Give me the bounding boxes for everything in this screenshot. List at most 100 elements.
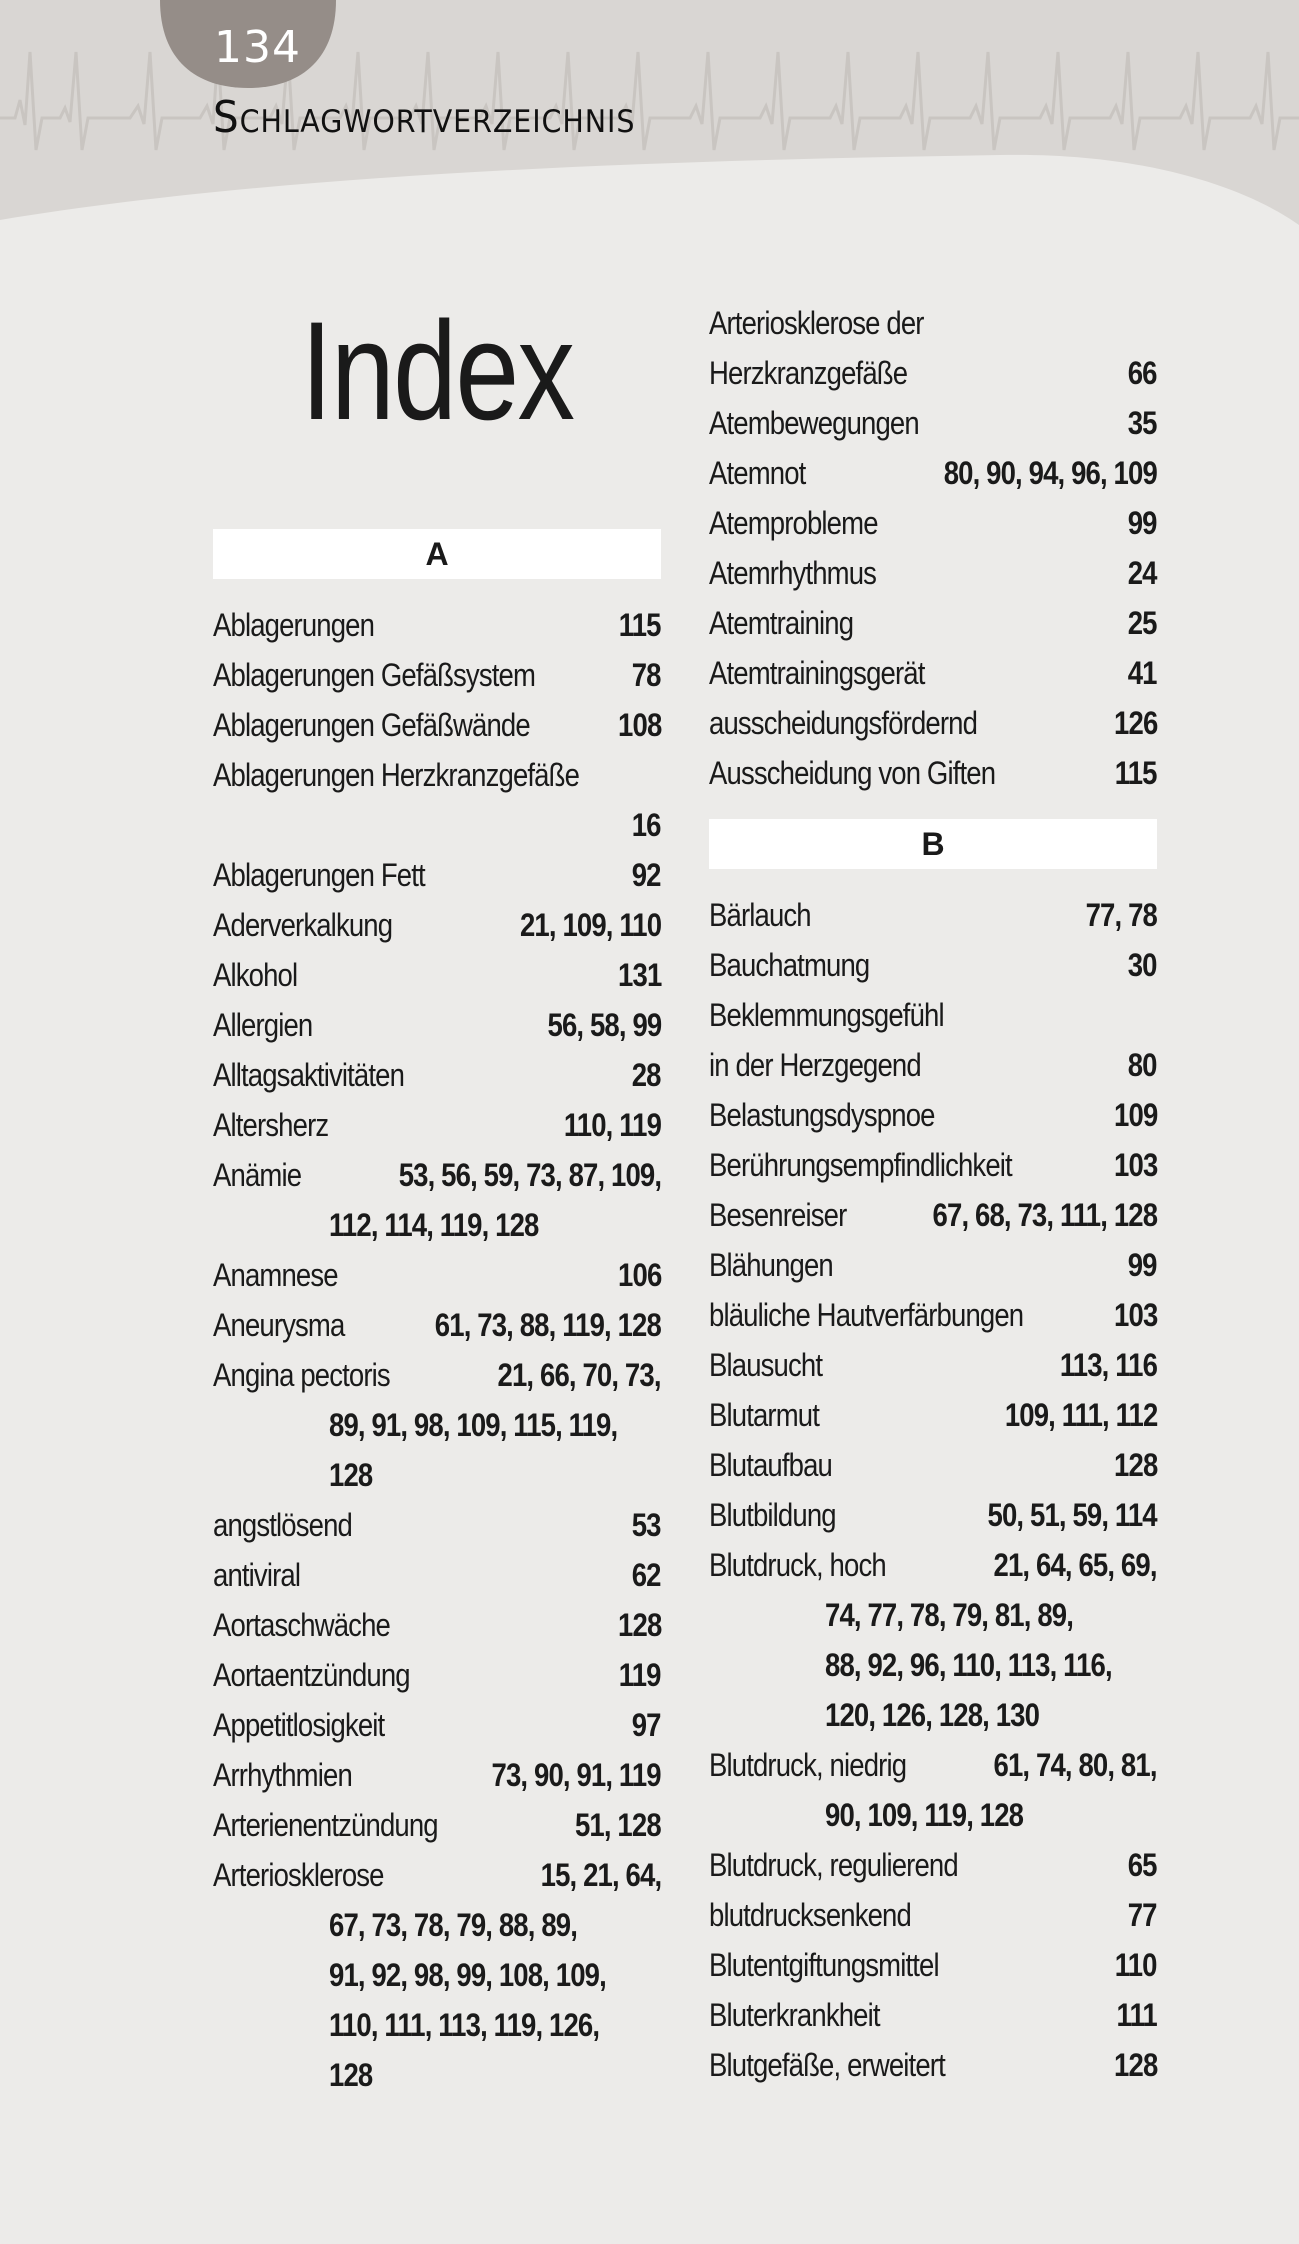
entry-term: Anämie (213, 1157, 302, 1193)
entry-term: Berührungsempfindlichkeit (709, 1147, 1013, 1183)
entry-pages: 112, 114, 119, 128 (329, 1207, 539, 1243)
index-entry: Blutdruck, regulierend 65 (709, 1840, 1158, 1890)
index-entry: Arteriosklerose der (709, 298, 1157, 348)
entry-pages: 41 (1128, 655, 1158, 691)
entry-pages: 97 (632, 1707, 662, 1743)
entry-term: Blutdruck, hoch (709, 1547, 887, 1583)
index-entry: Herzkranzgefäße 66 (709, 348, 1158, 398)
entry-pages: 16 (632, 807, 662, 843)
entry-term: Blähungen (709, 1247, 834, 1283)
entry-term: Arteriosklerose der (709, 305, 924, 341)
entry-term: Aortaentzündung (213, 1657, 411, 1693)
entry-pages: 65 (1128, 1847, 1158, 1883)
entry-pages: 50, 51, 59, 114 (987, 1497, 1158, 1533)
index-entry: blutdrucksenkend 77 (709, 1890, 1158, 1940)
entry-term: Ablagerungen Herzkranzgefäße (213, 757, 580, 793)
entry-term: Arterienentzündung (213, 1807, 439, 1843)
entry-pages: 91, 92, 98, 99, 108, 109, (329, 1957, 607, 1993)
entry-term: Ablagerungen Gefäßsystem (213, 657, 536, 693)
entry-pages: 56, 58, 99 (547, 1007, 662, 1043)
entry-pages: 21, 66, 70, 73, (497, 1357, 662, 1393)
index-entry: 89, 91, 98, 109, 115, 119, (213, 1400, 661, 1450)
index-entry: Blutbildung 50, 51, 59, 114 (709, 1490, 1158, 1540)
index-entry: antiviral 62 (213, 1550, 662, 1600)
index-entry: Angina pectoris 21, 66, 70, 73, (213, 1350, 662, 1400)
entry-pages: 25 (1128, 605, 1158, 641)
entry-pages: 99 (1128, 505, 1158, 541)
entry-pages: 74, 77, 78, 79, 81, 89, (825, 1597, 1074, 1633)
ecg-line-decoration (0, 51, 1299, 151)
entry-term: Alltagsaktivitäten (213, 1057, 405, 1093)
entry-term: antiviral (213, 1557, 301, 1593)
entry-pages: 67, 73, 78, 79, 88, 89, (329, 1907, 578, 1943)
entry-term: Atemtraining (709, 605, 854, 641)
entry-pages: 115 (619, 607, 662, 643)
entry-pages: 111 (1116, 1997, 1158, 2033)
index-entry: Atembewegungen 35 (709, 398, 1158, 448)
index-entry: Atemtrainingsgerät 41 (709, 648, 1158, 698)
index-entry: Bluterkrankheit 111 (709, 1990, 1158, 2040)
index-entry: 16 (213, 800, 662, 850)
entry-pages: 21, 64, 65, 69, (993, 1547, 1158, 1583)
entry-pages: 78 (632, 657, 662, 693)
entry-pages: 92 (632, 857, 662, 893)
section-title: Schlagwortverzeichnis (213, 92, 636, 143)
entry-term: Ablagerungen Fett (213, 857, 426, 893)
entry-pages: 109, 111, 112 (1004, 1397, 1157, 1433)
body-curve (0, 154, 1299, 260)
entry-term: Belastungsdyspnoe (709, 1097, 935, 1133)
index-entry: Alkohol 131 (213, 950, 662, 1000)
entry-pages: 128 (329, 2057, 373, 2093)
entry-term: Blutentgiftungsmittel (709, 1947, 940, 1983)
index-entry: Blutaufbau 128 (709, 1440, 1158, 1490)
entry-term: Ablagerungen Gefäßwände (213, 707, 531, 743)
entry-pages: 24 (1128, 555, 1158, 591)
entry-pages: 115 (1115, 755, 1158, 791)
entry-pages: 113, 116 (1059, 1347, 1158, 1383)
index-entry: Atemnot 80, 90, 94, 96, 109 (709, 448, 1158, 498)
index-entry: Bärlauch 77, 78 (709, 890, 1158, 940)
entry-pages: 108 (617, 707, 662, 743)
index-entry: 88, 92, 96, 110, 113, 116, (709, 1640, 1157, 1690)
entry-term: Bärlauch (709, 897, 812, 933)
index-title: Index (300, 292, 575, 449)
page-number-badge (160, 0, 336, 88)
index-entry: Arterienentzündung 51, 128 (213, 1800, 662, 1850)
index-entry: Arteriosklerose 15, 21, 64, (213, 1850, 662, 1900)
entry-term: Bauchatmung (709, 947, 870, 983)
entry-pages: 119 (619, 1657, 662, 1693)
index-entry: 128 (213, 2050, 661, 2100)
entry-pages: 88, 92, 96, 110, 113, 116, (825, 1647, 1113, 1683)
entry-term: Atemrhythmus (709, 555, 877, 591)
index-entry: Anämie 53, 56, 59, 73, 87, 109, (213, 1150, 662, 1200)
index-entry: Aortaentzündung 119 (213, 1650, 662, 1700)
index-entry: angstlösend 53 (213, 1500, 662, 1550)
entry-pages: 61, 73, 88, 119, 128 (434, 1307, 662, 1343)
index-entry: Atemtraining 25 (709, 598, 1158, 648)
index-column-left: A Ablagerungen 115 Ablagerungen Gefäßsystem… (213, 529, 662, 2100)
entry-pages: 131 (617, 957, 662, 993)
entry-term: Aneurysma (213, 1307, 345, 1343)
index-entry: Altersherz 110, 119 (213, 1100, 662, 1150)
entry-term: Beklemmungsgefühl (709, 997, 945, 1033)
index-entry: Aortaschwäche 128 (213, 1600, 662, 1650)
entry-term: Blutarmut (709, 1397, 820, 1433)
entry-term: Atemtrainingsgerät (709, 655, 925, 691)
entry-term: Arrhythmien (213, 1757, 353, 1793)
index-entry: Berührungsempfindlichkeit 103 (709, 1140, 1158, 1190)
entry-pages: 62 (632, 1557, 662, 1593)
entry-term: angstlösend (213, 1507, 353, 1543)
entry-term: Anamnese (213, 1257, 339, 1293)
index-entry: Aderverkalkung 21, 109, 110 (213, 900, 662, 950)
index-entry: 128 (213, 1450, 661, 1500)
entry-pages: 51, 128 (575, 1807, 662, 1843)
index-entry: Arrhythmien 73, 90, 91, 119 (213, 1750, 662, 1800)
index-entry: Ablagerungen Gefäßsystem 78 (213, 650, 662, 700)
entry-term: Blutaufbau (709, 1447, 833, 1483)
index-entry: Beklemmungsgefühl (709, 990, 1157, 1040)
entry-pages: 110, 111, 113, 119, 126, (329, 2007, 600, 2043)
entry-pages: 110, 119 (563, 1107, 662, 1143)
entry-term: Herzkranzgefäße (709, 355, 908, 391)
entry-pages: 89, 91, 98, 109, 115, 119, (329, 1407, 618, 1443)
index-entry: Ausscheidung von Giften 115 (709, 748, 1158, 798)
